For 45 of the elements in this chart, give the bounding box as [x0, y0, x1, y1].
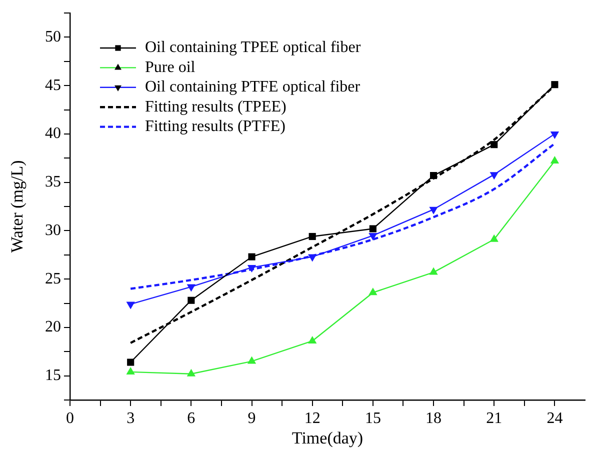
x-tick-label: 9 [248, 410, 256, 427]
legend-label: Oil containing PTFE optical fiber [145, 78, 361, 96]
point [308, 232, 316, 240]
point [430, 172, 438, 180]
x-tick-label: 0 [66, 410, 74, 427]
legend-label: Pure oil [145, 58, 196, 76]
x-tick-label: 18 [426, 410, 442, 427]
point [550, 131, 560, 139]
y-tick-label: 40 [45, 125, 61, 142]
x-axis-title: Time(day) [292, 428, 364, 448]
point [490, 141, 498, 148]
point [490, 234, 498, 242]
x-tick-label: 12 [304, 410, 320, 427]
x-tick-label: 15 [364, 410, 381, 427]
y-tick-label: 30 [45, 222, 61, 239]
y-tick-label: 35 [45, 174, 61, 191]
y-tick-label: 50 [45, 28, 61, 46]
y-tick-label: 15 [45, 367, 61, 384]
point [551, 81, 558, 88]
point [368, 288, 378, 296]
x-tick-label: 24 [546, 410, 563, 427]
point [308, 336, 317, 344]
y-tick-label: 25 [45, 270, 61, 288]
point [248, 253, 256, 260]
point [429, 206, 438, 214]
x-tick-label: 21 [486, 410, 502, 427]
point [247, 264, 256, 272]
point [369, 225, 376, 232]
point [247, 356, 256, 364]
legend-label: Fitting results (PTFE) [145, 118, 286, 136]
point [308, 254, 317, 262]
point [368, 233, 378, 241]
y-axis-title: Water (mg/L) [8, 160, 27, 253]
point [186, 368, 196, 376]
legend-label: Fitting results (TPEE) [145, 98, 286, 116]
y-tick-label: 20 [45, 318, 61, 336]
point [188, 296, 195, 304]
legend-label: Oil containing TPEE optical fiber [145, 39, 362, 56]
y-tick-label: 45 [45, 76, 61, 94]
point [429, 267, 438, 275]
x-tick-label: 6 [187, 410, 196, 427]
x-tick-label: 3 [126, 410, 135, 427]
point [127, 358, 134, 366]
point [126, 366, 135, 374]
point [490, 172, 498, 180]
